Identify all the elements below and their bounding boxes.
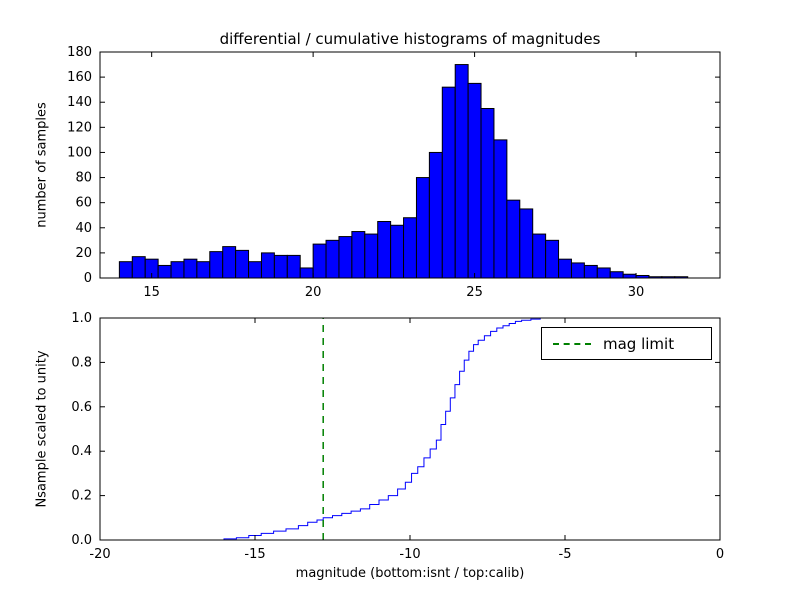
hist-bar <box>532 233 547 279</box>
hist-bar <box>596 267 611 279</box>
hist-bar <box>312 243 327 279</box>
legend: mag limit <box>541 327 712 360</box>
cumulative-step-line <box>211 317 720 541</box>
hist-bar <box>519 208 534 279</box>
x-tick-label: -10 <box>399 547 420 562</box>
y-tick-label: 0.0 <box>71 533 92 548</box>
hist-bar <box>441 86 456 279</box>
x-tick-label: -5 <box>559 547 572 562</box>
hist-bar <box>209 251 224 279</box>
hist-bar <box>222 246 237 279</box>
hist-bar <box>183 258 198 279</box>
hist-bar <box>235 249 250 279</box>
hist-bar <box>428 151 443 279</box>
y-tick-label: 100 <box>67 145 92 160</box>
y-tick-label: 180 <box>67 45 92 60</box>
y-tick-label: 0.2 <box>71 489 92 504</box>
x-tick-label: 15 <box>143 285 160 300</box>
hist-bar <box>570 262 585 279</box>
hist-bar <box>415 177 430 279</box>
hist-bar <box>454 64 469 279</box>
hist-bar <box>118 261 133 279</box>
hist-bar <box>403 217 417 279</box>
y-tick-label: 1.0 <box>71 311 92 326</box>
bottom-xlabel: magnitude (bottom:isnt / top:calib) <box>295 566 525 581</box>
bottom-ylabel: Nsample scaled to unity <box>34 350 50 508</box>
bottom-axes: -20 -15 -10 -5 0 0.0 0.2 0.4 0.6 0.8 1.0 <box>71 311 724 562</box>
hist-bar <box>248 261 262 279</box>
hist-bar <box>467 82 482 279</box>
axes-frame <box>99 51 721 279</box>
x-tick-label: 30 <box>628 285 645 300</box>
y-tick-label: 0.4 <box>71 444 92 459</box>
y-tick-label: 160 <box>67 70 92 85</box>
x-tick-label: 20 <box>305 285 322 300</box>
chart-title: differential / cumulative histograms of … <box>219 30 601 48</box>
legend-label: mag limit <box>603 334 675 353</box>
y-tick-label: 140 <box>67 95 92 110</box>
hist-bar <box>364 233 379 279</box>
hist-bar <box>609 271 624 279</box>
hist-bar <box>583 264 598 279</box>
hist-bar <box>351 231 366 279</box>
hist-bar <box>558 258 572 279</box>
hist-bar <box>622 273 637 279</box>
hist-bar <box>260 252 275 279</box>
hist-bar <box>493 139 508 279</box>
hist-bar <box>480 108 495 279</box>
x-tick-label: -15 <box>244 547 265 562</box>
hist-bar <box>338 236 353 279</box>
hist-bar <box>170 261 185 279</box>
hist-bar <box>545 239 560 279</box>
y-tick-label: 120 <box>67 120 92 135</box>
hist-bar <box>506 199 521 279</box>
y-tick-label: 0 <box>84 271 92 286</box>
y-tick-label: 0.6 <box>71 400 92 415</box>
hist-bar <box>131 256 146 279</box>
top-ylabel: number of samples <box>34 102 50 228</box>
x-tick-label: -20 <box>89 547 110 562</box>
dashed-line-sample <box>553 342 591 345</box>
y-tick-label: 80 <box>75 171 92 186</box>
y-tick-label: 40 <box>75 221 92 236</box>
hist-bar <box>325 239 340 279</box>
hist-bar <box>390 224 405 279</box>
y-tick-label: 0.8 <box>71 355 92 370</box>
hist-bar <box>299 267 314 279</box>
hist-bar <box>196 261 211 279</box>
hist-bar <box>286 254 301 279</box>
hist-bar <box>273 254 288 279</box>
histogram-bars <box>118 64 689 279</box>
hist-bar <box>157 264 172 279</box>
hist-bar <box>377 221 392 279</box>
x-tick-label: 0 <box>716 547 724 562</box>
top-axes: 15 20 25 30 0 20 40 60 80 100 120 140 160 180 <box>67 45 721 300</box>
y-tick-label: 60 <box>75 196 92 211</box>
x-tick-label: 25 <box>466 285 483 300</box>
y-tick-label: 20 <box>75 246 92 261</box>
